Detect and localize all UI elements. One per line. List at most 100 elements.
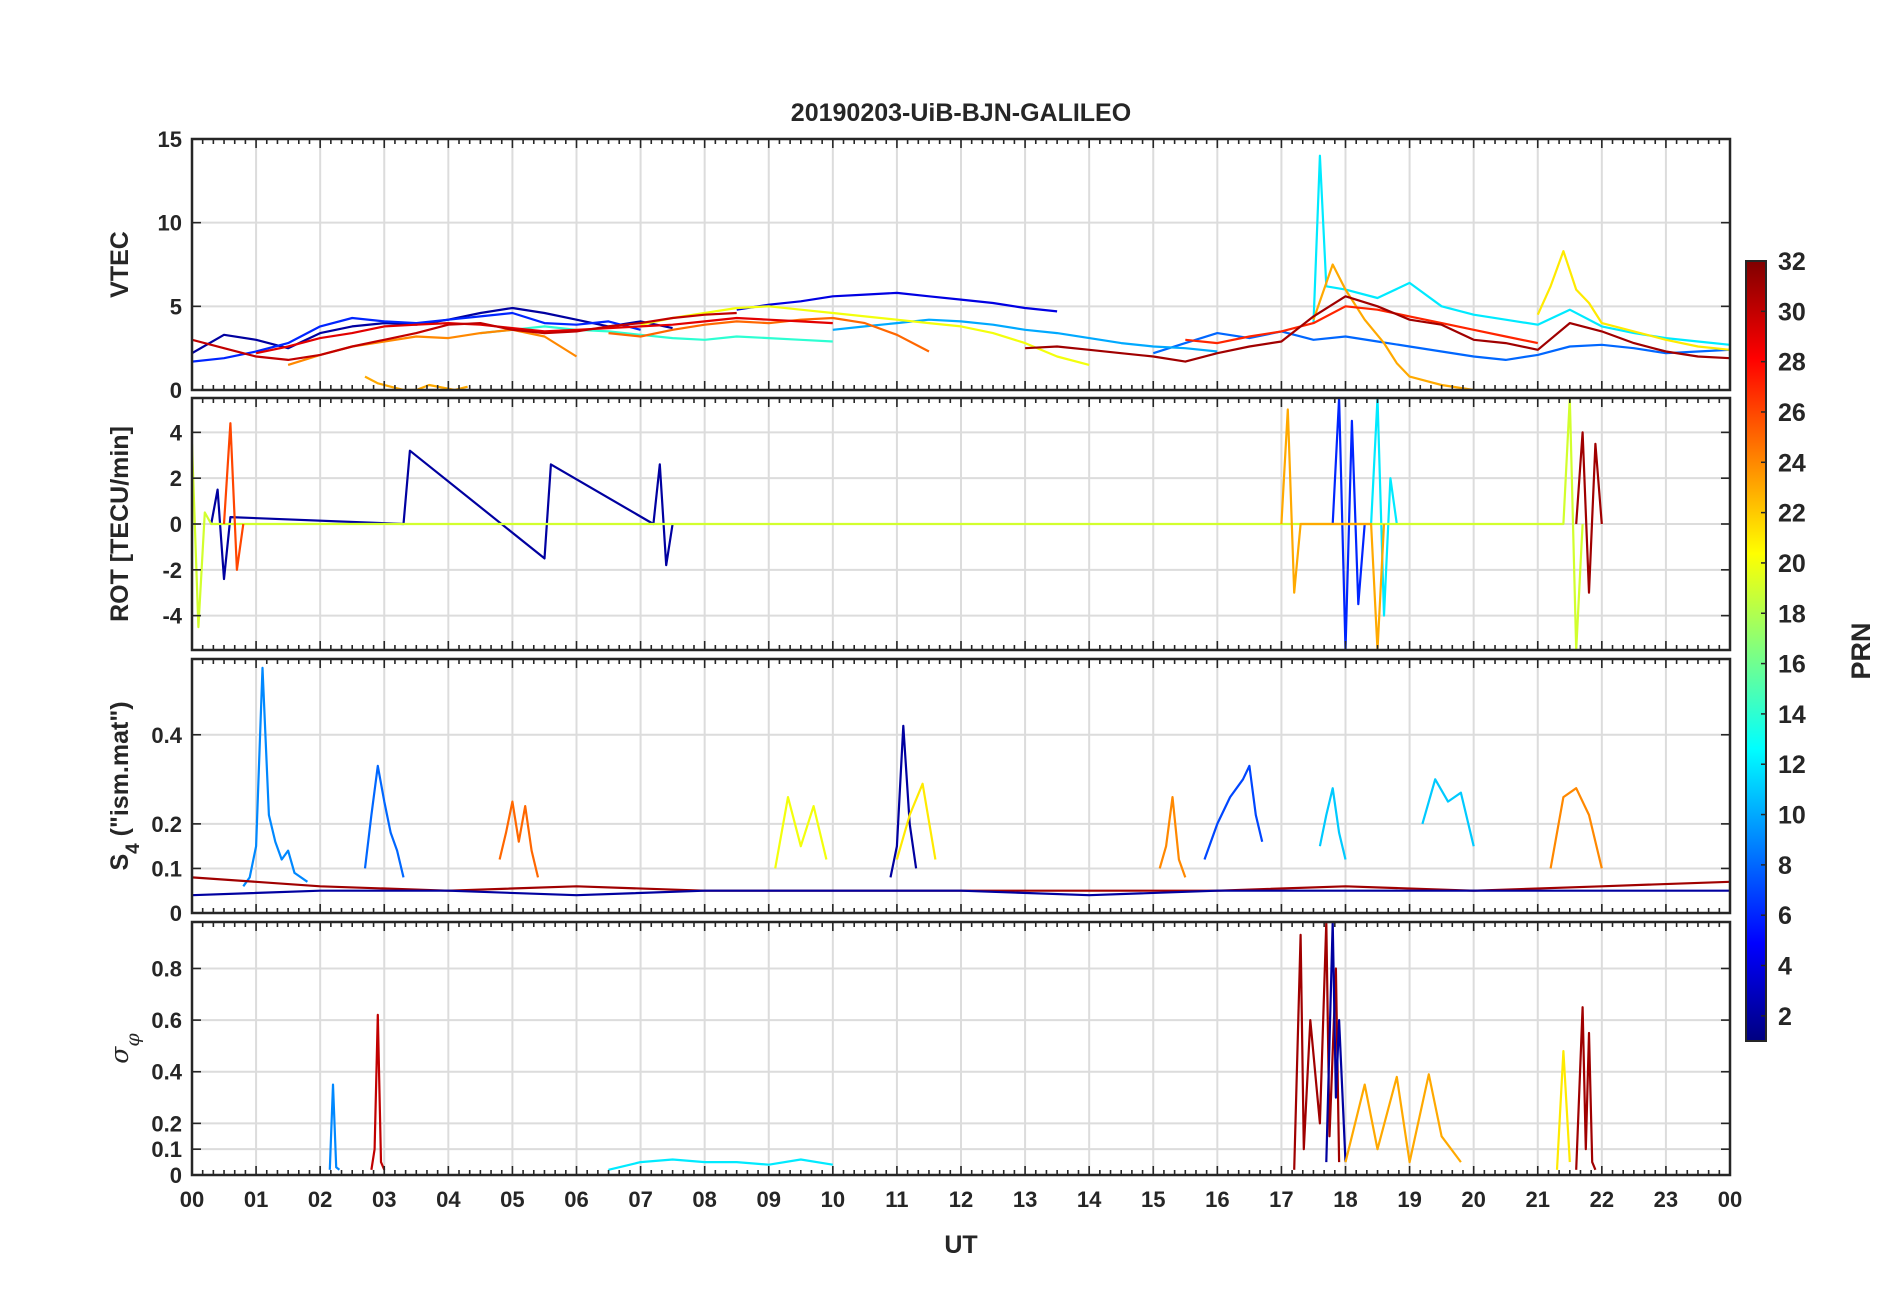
series-line-prn-2 (192, 889, 1730, 897)
y-tick-label: 0.4 (151, 723, 182, 748)
series-line-prn-21 (1555, 1049, 1571, 1170)
y-tick-label: 15 (158, 127, 182, 152)
plot-frame (190, 396, 1732, 652)
x-tick-label: 08 (692, 1187, 716, 1212)
series-line-prn-8 (1152, 330, 1730, 361)
x-tick-label: 01 (244, 1187, 268, 1212)
series-line-prn-12 (1370, 398, 1398, 617)
y-tick-label: 0 (170, 378, 182, 403)
series-line-prn-8 (363, 764, 405, 878)
x-tick-label: 23 (1654, 1187, 1678, 1212)
colorbar (1745, 260, 1767, 1042)
series-line-prn-6 (1331, 398, 1366, 650)
plot-frame (190, 657, 1732, 915)
x-tick-label: 19 (1397, 1187, 1421, 1212)
y-axis-label: ROT [TECU/min] (106, 426, 134, 622)
y-tick-label: 0.2 (151, 812, 182, 837)
series-line-prn-2 (889, 724, 918, 878)
panel-3: 0 0.1 0.2 0.4 S4 ("ism.mat") (106, 657, 1732, 926)
y-tick-label: -2 (162, 558, 182, 583)
chart-title: 20190203-UiB-BJN-GALILEO (791, 99, 1131, 127)
y-tick-label: 4 (170, 420, 183, 445)
colorbar-tick-label: 32 (1778, 248, 1806, 276)
panel-1: 0 5 10 15 VTEC (106, 127, 1732, 403)
series-line-prn-23 (1312, 263, 1474, 390)
series-line-prn-25 (498, 800, 540, 878)
x-axis-label: UT (944, 1231, 977, 1259)
series-line-prn-11 (1421, 778, 1475, 847)
x-tick-label: 06 (564, 1187, 588, 1212)
x-tick-label: 03 (372, 1187, 396, 1212)
colorbar-tick-label: 18 (1778, 600, 1806, 628)
x-tick-label: 16 (1205, 1187, 1229, 1212)
x-tick-label: 02 (308, 1187, 332, 1212)
series-line-prn-9 (242, 666, 309, 887)
series-group (192, 666, 1730, 897)
x-tick-label: 10 (821, 1187, 845, 1212)
series-line-prn-10 (832, 318, 1218, 353)
y-tick-label: 0 (170, 512, 182, 537)
colorbar-tick-label: 14 (1778, 701, 1806, 729)
colorbar-tick-label: 6 (1778, 902, 1792, 930)
series-line-prn-11 (1318, 787, 1347, 860)
series-line-prn-2 (1325, 922, 1347, 1163)
series-line-prn-30 (192, 311, 737, 361)
plot-frame (190, 920, 1732, 1177)
y-tick-label: 0 (170, 1163, 182, 1188)
y-axis-label: S4 ("ism.mat") (106, 701, 144, 870)
x-tick-label: 12 (949, 1187, 973, 1212)
colorbar-tick-label: 22 (1778, 500, 1806, 528)
series-line-prn-19 (192, 398, 1584, 650)
y-tick-label: 0 (170, 901, 182, 926)
x-tick-label: 21 (1526, 1187, 1550, 1212)
series-line-prn-6 (192, 311, 641, 363)
series-group (192, 154, 1730, 390)
series-line-prn-23 (1344, 1073, 1462, 1164)
series-line-prn-30 (370, 1013, 386, 1171)
x-tick-label: 05 (500, 1187, 524, 1212)
colorbar-tick-label: 16 (1778, 651, 1806, 679)
series-group (328, 922, 1597, 1171)
y-tick-label: 0.1 (151, 856, 182, 881)
x-tick-label: 04 (436, 1187, 461, 1212)
series-line-prn-27 (1185, 305, 1539, 345)
x-tick-label: 18 (1333, 1187, 1357, 1212)
colorbar-tick-label: 20 (1778, 550, 1806, 578)
colorbar-tick-label: 2 (1778, 1003, 1792, 1031)
series-line-prn-14 (480, 325, 833, 343)
series-line-prn-23 (1280, 408, 1386, 650)
colorbar-tick-label: 26 (1778, 399, 1806, 427)
y-axis-label: σφ (105, 1033, 144, 1064)
colorbar-tick-label: 8 (1778, 852, 1792, 880)
x-tick-label: 00 (180, 1187, 204, 1212)
colorbar-tick-label: 30 (1778, 298, 1806, 326)
y-axis-label: VTEC (106, 231, 134, 298)
series-line-prn-7 (1203, 764, 1264, 860)
series-line-prn-9 (328, 1083, 341, 1171)
y-tick-label: 0.8 (151, 956, 182, 981)
series-line-prn-26 (222, 422, 245, 571)
series-line-prn-2 (210, 449, 674, 581)
plot-frame (190, 137, 1732, 392)
panel-2: -4 -2 0 2 4 ROT [TECU/min] (106, 396, 1732, 652)
y-tick-label: -4 (162, 604, 182, 629)
series-line-prn-31 (1025, 295, 1730, 363)
x-tick-label: 15 (1141, 1187, 1165, 1212)
x-tick-label: 09 (757, 1187, 781, 1212)
colorbar-tick-label: 10 (1778, 802, 1806, 830)
y-tick-label: 10 (158, 211, 182, 236)
x-tick-label: 20 (1461, 1187, 1485, 1212)
series-line-prn-4 (736, 291, 1058, 313)
series-line-prn-31 (1575, 1006, 1597, 1171)
x-tick-label: 00 (1718, 1187, 1742, 1212)
x-tick-label: 17 (1269, 1187, 1293, 1212)
y-tick-label: 0.4 (151, 1060, 182, 1085)
colorbar-tick-label: 28 (1778, 349, 1806, 377)
colorbar-label: PRN (1846, 622, 1876, 679)
y-tick-label: 0.6 (151, 1008, 182, 1033)
series-line-prn-20 (640, 305, 1090, 366)
x-tick-label: 22 (1590, 1187, 1614, 1212)
colorbar-tick-label: 24 (1778, 449, 1806, 477)
series-group (192, 398, 1603, 650)
